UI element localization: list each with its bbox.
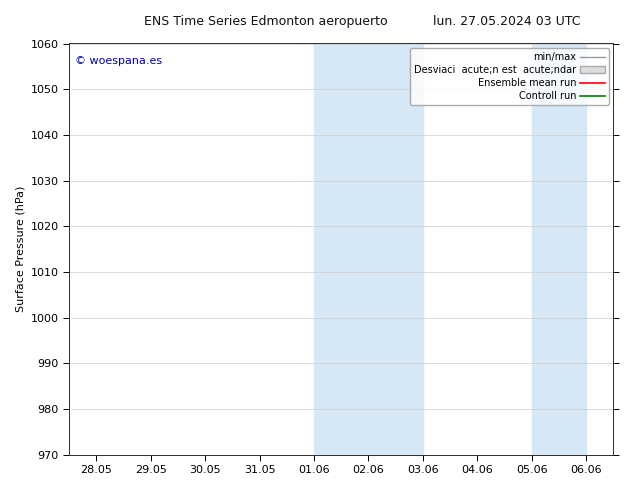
Y-axis label: Surface Pressure (hPa): Surface Pressure (hPa) (15, 186, 25, 312)
Text: © woespana.es: © woespana.es (75, 56, 162, 66)
Text: ENS Time Series Edmonton aeropuerto: ENS Time Series Edmonton aeropuerto (145, 15, 388, 28)
Bar (314, 44, 423, 455)
Bar (532, 44, 586, 455)
Text: lun. 27.05.2024 03 UTC: lun. 27.05.2024 03 UTC (434, 15, 581, 28)
Legend: min/max, Desviaci  acute;n est  acute;ndar, Ensemble mean run, Controll run: min/max, Desviaci acute;n est acute;ndar… (410, 49, 609, 105)
